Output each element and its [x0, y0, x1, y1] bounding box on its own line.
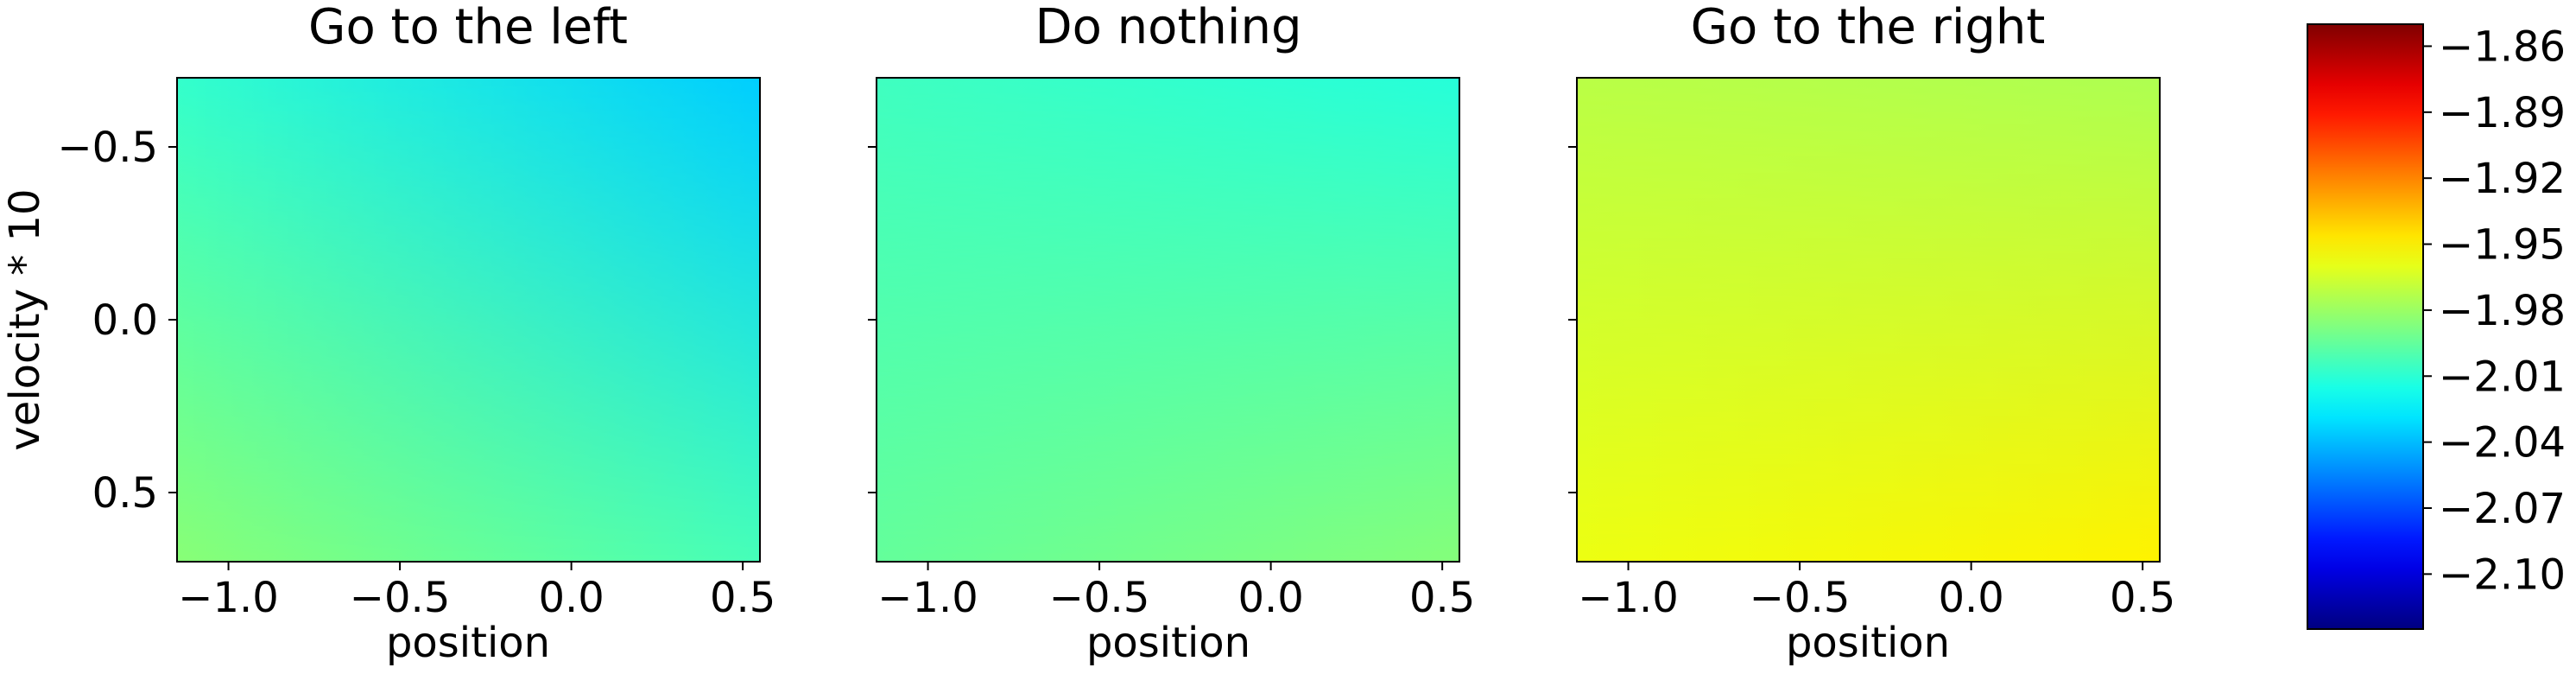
x-tick-label: −1.0: [877, 574, 978, 622]
x-axis-ticks: −1.0 −0.5 0.0 0.5: [178, 562, 775, 622]
y-axis-ticks: −0.5 0.0 0.5: [57, 124, 177, 518]
panel-go-left: Go to the left −1.0 −0.5 0.0 0.5 −0.5 0.0 0.5…: [1, 0, 775, 667]
x-tick-label: −0.5: [1049, 574, 1150, 622]
y-axis-ticks: [1568, 146, 1577, 493]
panel-title: Go to the right: [1691, 0, 2046, 55]
x-tick-label: 0.5: [2110, 574, 2175, 622]
x-tick-label: −1.0: [178, 574, 279, 622]
colorbar-tick-label: −1.86: [2439, 22, 2566, 71]
x-tick-label: −0.5: [1750, 574, 1851, 622]
colorbar: −1.86 −1.89 −1.92 −1.95 −1.98 −2.01 −2.04 −2.07…: [2307, 22, 2566, 630]
colorbar-tick-label: −2.01: [2439, 353, 2566, 401]
colorbar-tick-label: −2.07: [2439, 485, 2566, 533]
colorbar-ticks: −1.86 −1.89 −1.92 −1.95 −1.98 −2.01 −2.04 −2.07…: [2423, 22, 2566, 599]
x-tick-label: −0.5: [350, 574, 451, 622]
y-tick-label: 0.0: [92, 296, 158, 345]
panel-go-right: Go to the right −1.0 −0.5 0.0 0.5 position: [1568, 0, 2175, 667]
y-tick-label: −0.5: [57, 124, 158, 172]
panel-title: Go to the left: [308, 0, 628, 55]
colorbar-tick-label: −1.98: [2439, 287, 2566, 335]
panel-title: Do nothing: [1035, 0, 1302, 55]
x-axis-ticks: −1.0 −0.5 0.0 0.5: [877, 562, 1475, 622]
x-tick-label: −1.0: [1578, 574, 1679, 622]
panel-do-nothing: Do nothing −1.0 −0.5 0.0 0.5 position: [868, 0, 1475, 667]
x-tick-label: 0.0: [1237, 574, 1303, 622]
heatmap-fill-top: [1577, 78, 2160, 562]
x-axis-ticks: −1.0 −0.5 0.0 0.5: [1578, 562, 2175, 622]
x-tick-label: 0.5: [710, 574, 775, 622]
x-tick-label: 0.0: [1938, 574, 2003, 622]
x-tick-label: 0.0: [538, 574, 604, 622]
heatmap-fill-top: [877, 78, 1459, 562]
x-axis-label: position: [386, 619, 550, 667]
x-axis-label: position: [1086, 619, 1250, 667]
y-axis-ticks: [868, 146, 877, 493]
y-axis-label: velocity * 10: [1, 188, 49, 450]
x-tick-label: 0.5: [1409, 574, 1475, 622]
colorbar-tick-label: −1.92: [2439, 155, 2566, 203]
colorbar-tick-label: −2.04: [2439, 419, 2566, 467]
colorbar-gradient: [2307, 23, 2424, 630]
y-tick-label: 0.5: [92, 469, 158, 518]
colorbar-tick-label: −1.95: [2439, 221, 2566, 270]
x-axis-label: position: [1786, 619, 1950, 667]
colorbar-tick-label: −2.10: [2439, 550, 2566, 599]
colorbar-tick-label: −1.89: [2439, 89, 2566, 137]
heatmap-fill-top: [177, 78, 760, 562]
